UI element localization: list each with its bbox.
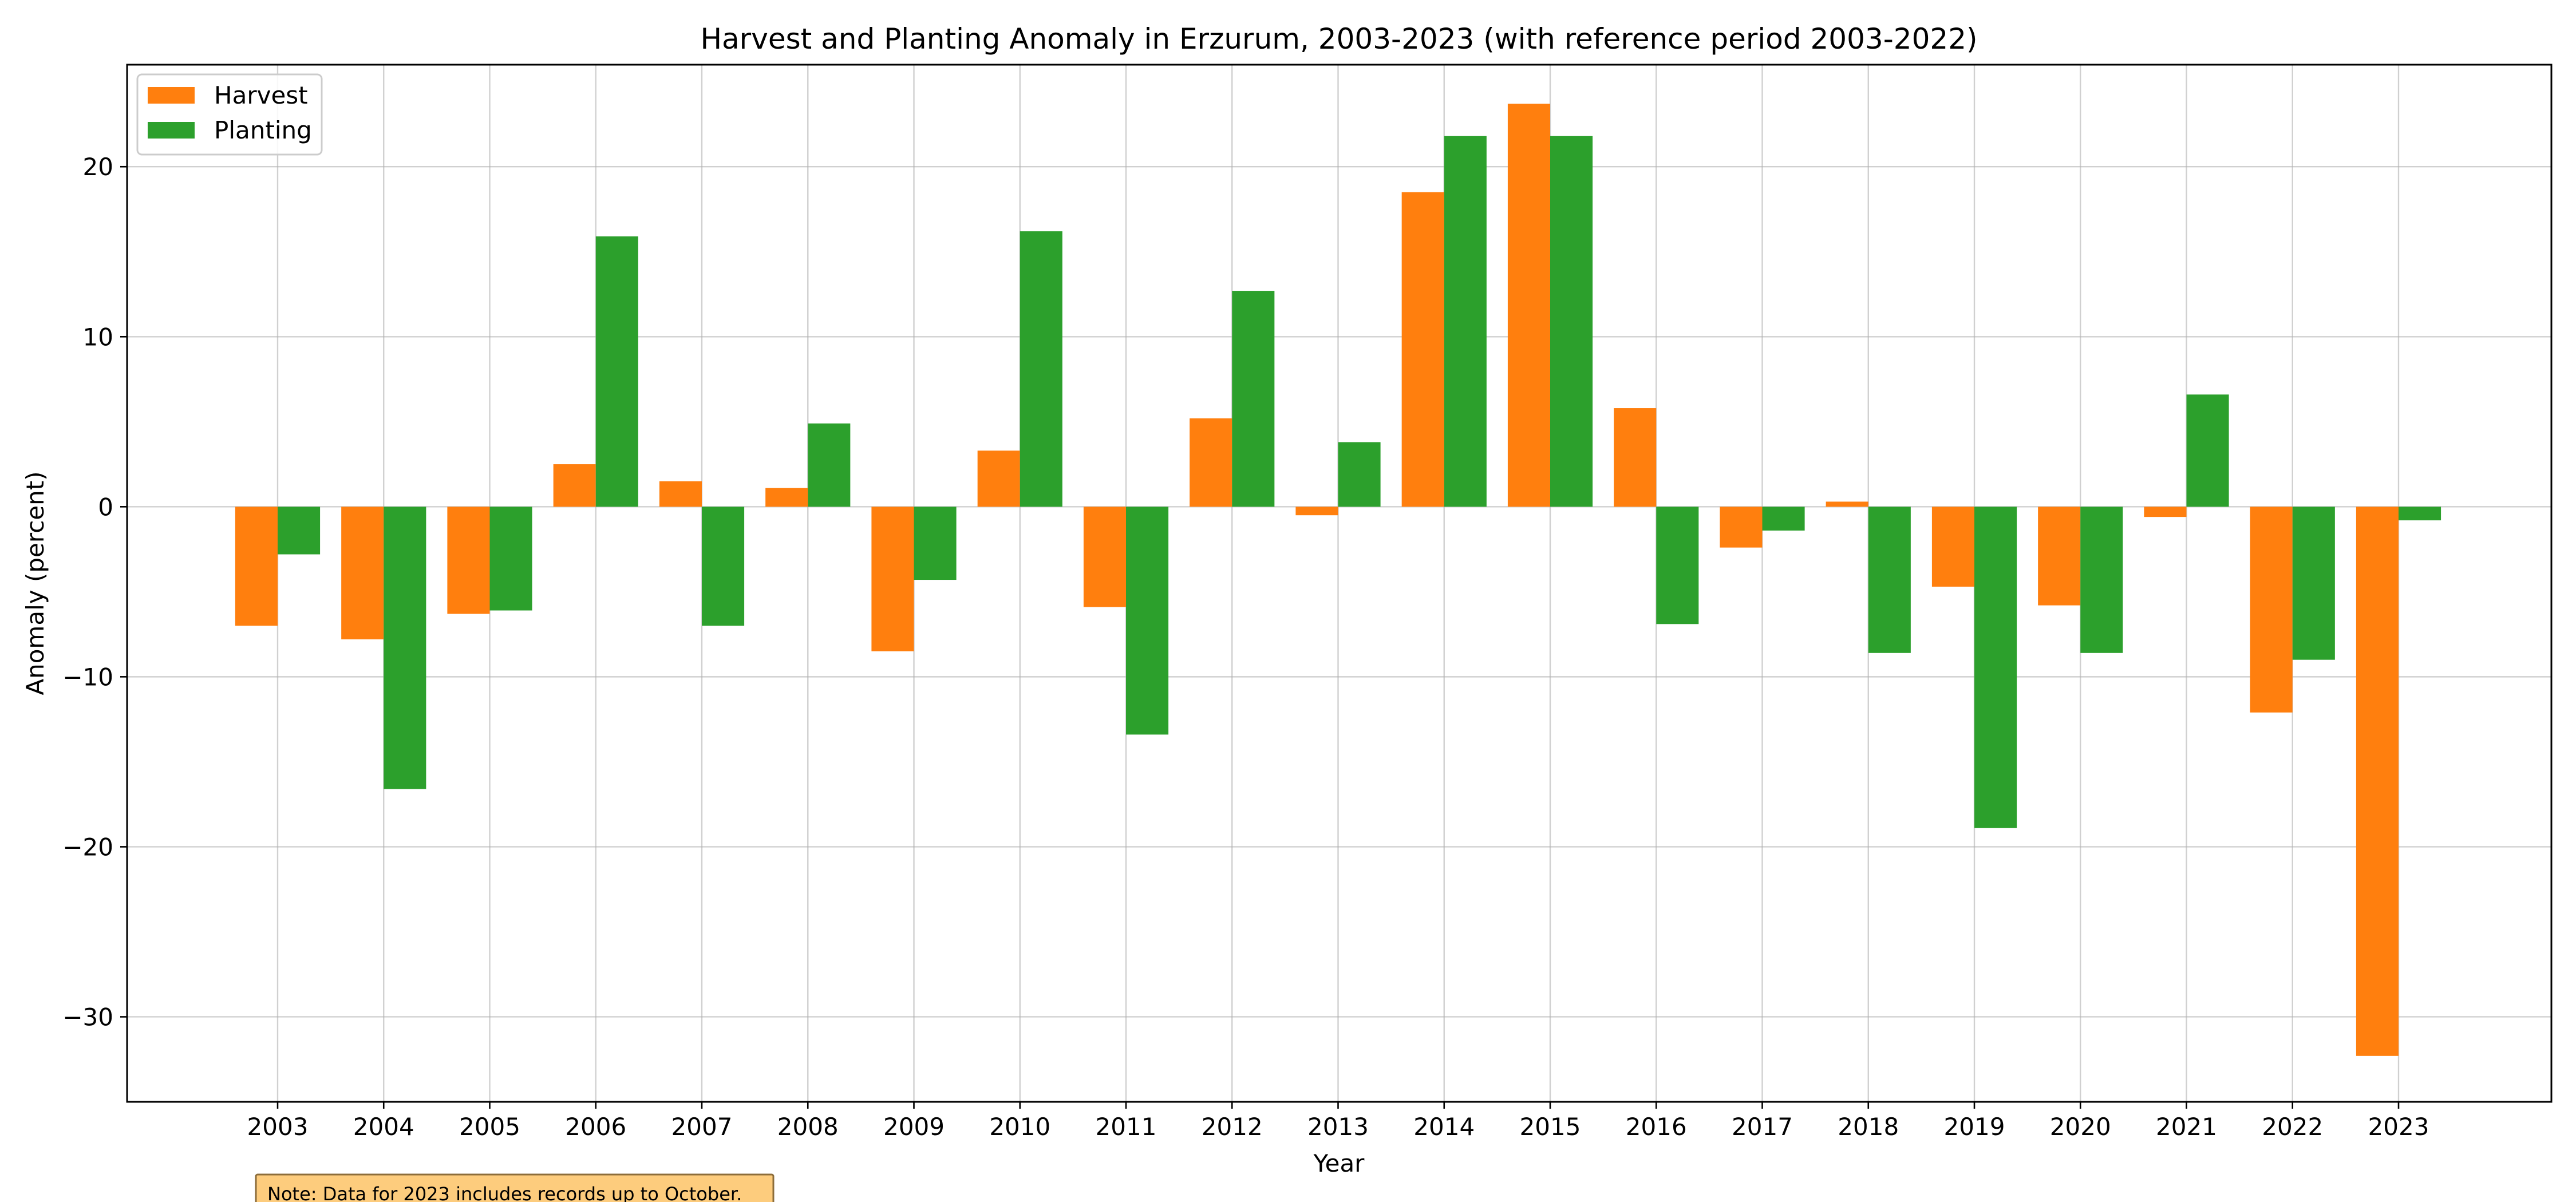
bar-planting-2011	[1126, 507, 1169, 735]
bar-harvest-2011	[1083, 507, 1126, 607]
x-tick-label-2012: 2012	[1202, 1113, 1263, 1141]
bar-planting-2007	[702, 507, 745, 626]
legend: Harvest Planting	[136, 73, 323, 156]
ticks-layer: 2003 2004 2005 2006 2007 2008 2009 2010 2011 2012…	[62, 153, 2429, 1141]
bar-harvest-2022	[2250, 507, 2293, 713]
x-tick-label-2004: 2004	[353, 1113, 414, 1141]
x-axis-label: Year	[1313, 1149, 1365, 1177]
x-tick-label-2017: 2017	[1732, 1113, 1793, 1141]
bar-harvest-2023	[2356, 507, 2399, 1056]
chart-title: Harvest and Planting Anomaly in Erzurum,…	[700, 22, 1977, 56]
x-tick-label-2015: 2015	[1520, 1113, 1581, 1141]
x-tick-label-2010: 2010	[989, 1113, 1050, 1141]
x-tick-label-2019: 2019	[1944, 1113, 2005, 1141]
y-tick-label: 10	[83, 323, 113, 351]
x-tick-label-2014: 2014	[1413, 1113, 1475, 1141]
bar-harvest-2013	[1295, 507, 1338, 516]
bar-planting-2004	[384, 507, 426, 789]
legend-swatch-planting	[148, 122, 195, 139]
note-text: Note: Data for 2023 includes records up …	[267, 1183, 742, 1202]
x-tick-label-2020: 2020	[2050, 1113, 2111, 1141]
x-tick-label-2013: 2013	[1307, 1113, 1369, 1141]
bar-planting-2010	[1020, 231, 1062, 507]
bar-planting-2023	[2399, 507, 2441, 521]
bar-harvest-2006	[553, 464, 596, 507]
y-tick-label: −20	[62, 833, 113, 861]
bar-planting-2012	[1232, 291, 1275, 507]
legend-swatch-harvest	[148, 87, 195, 104]
note-box: Note: Data for 2023 includes records up …	[255, 1173, 775, 1202]
x-tick-label-2023: 2023	[2368, 1113, 2429, 1141]
x-tick-label-2007: 2007	[671, 1113, 733, 1141]
bar-harvest-2014	[1401, 192, 1444, 507]
x-tick-label-2009: 2009	[883, 1113, 945, 1141]
legend-label-planting: Planting	[214, 116, 312, 144]
bar-harvest-2015	[1507, 104, 1550, 507]
note-background	[255, 1173, 775, 1202]
bar-planting-2014	[1444, 136, 1487, 507]
x-tick-label-2011: 2011	[1096, 1113, 1157, 1141]
bar-harvest-2004	[341, 507, 384, 640]
bars-layer	[235, 104, 2441, 1056]
x-tick-label-2021: 2021	[2156, 1113, 2217, 1141]
bar-planting-2006	[595, 236, 638, 507]
bar-planting-2005	[489, 507, 532, 611]
bar-harvest-2016	[1614, 408, 1657, 507]
x-tick-label-2008: 2008	[777, 1113, 839, 1141]
bar-harvest-2019	[1931, 507, 1974, 587]
plot-frame	[126, 64, 2553, 1103]
x-tick-label-2022: 2022	[2262, 1113, 2323, 1141]
bar-harvest-2017	[1720, 507, 1763, 548]
bar-harvest-2021	[2144, 507, 2187, 517]
bar-harvest-2007	[659, 481, 702, 507]
bar-harvest-2005	[447, 507, 490, 614]
y-axis-label: Anomaly (percent)	[21, 471, 49, 695]
bar-planting-2013	[1338, 442, 1381, 507]
x-tick-label-2018: 2018	[1838, 1113, 1899, 1141]
x-tick-label-2006: 2006	[565, 1113, 626, 1141]
bar-harvest-2012	[1190, 418, 1232, 507]
y-tick-label: 20	[83, 153, 113, 181]
bar-harvest-2018	[1826, 501, 1868, 507]
legend-label-harvest: Harvest	[214, 81, 308, 109]
y-tick-label: −10	[62, 663, 113, 691]
bar-planting-2015	[1550, 136, 1593, 507]
bar-planting-2008	[808, 423, 851, 507]
y-tick-label: −30	[62, 1003, 113, 1031]
bar-planting-2003	[278, 507, 321, 555]
bar-harvest-2009	[871, 507, 914, 651]
y-tick-label: 0	[98, 493, 113, 521]
x-tick-label-2005: 2005	[459, 1113, 520, 1141]
bar-planting-2009	[914, 507, 957, 580]
bar-planting-2020	[2080, 507, 2123, 653]
x-tick-label-2003: 2003	[247, 1113, 309, 1141]
bar-planting-2022	[2292, 507, 2335, 660]
bar-harvest-2008	[765, 488, 808, 507]
bar-harvest-2003	[235, 507, 278, 626]
bar-planting-2017	[1762, 507, 1805, 531]
bar-planting-2018	[1868, 507, 1911, 653]
bar-planting-2021	[2186, 394, 2229, 507]
bar-planting-2019	[1974, 507, 2017, 828]
bar-harvest-2020	[2038, 507, 2081, 606]
bar-planting-2016	[1656, 507, 1699, 624]
bar-harvest-2010	[977, 450, 1020, 507]
x-tick-label-2016: 2016	[1626, 1113, 1687, 1141]
